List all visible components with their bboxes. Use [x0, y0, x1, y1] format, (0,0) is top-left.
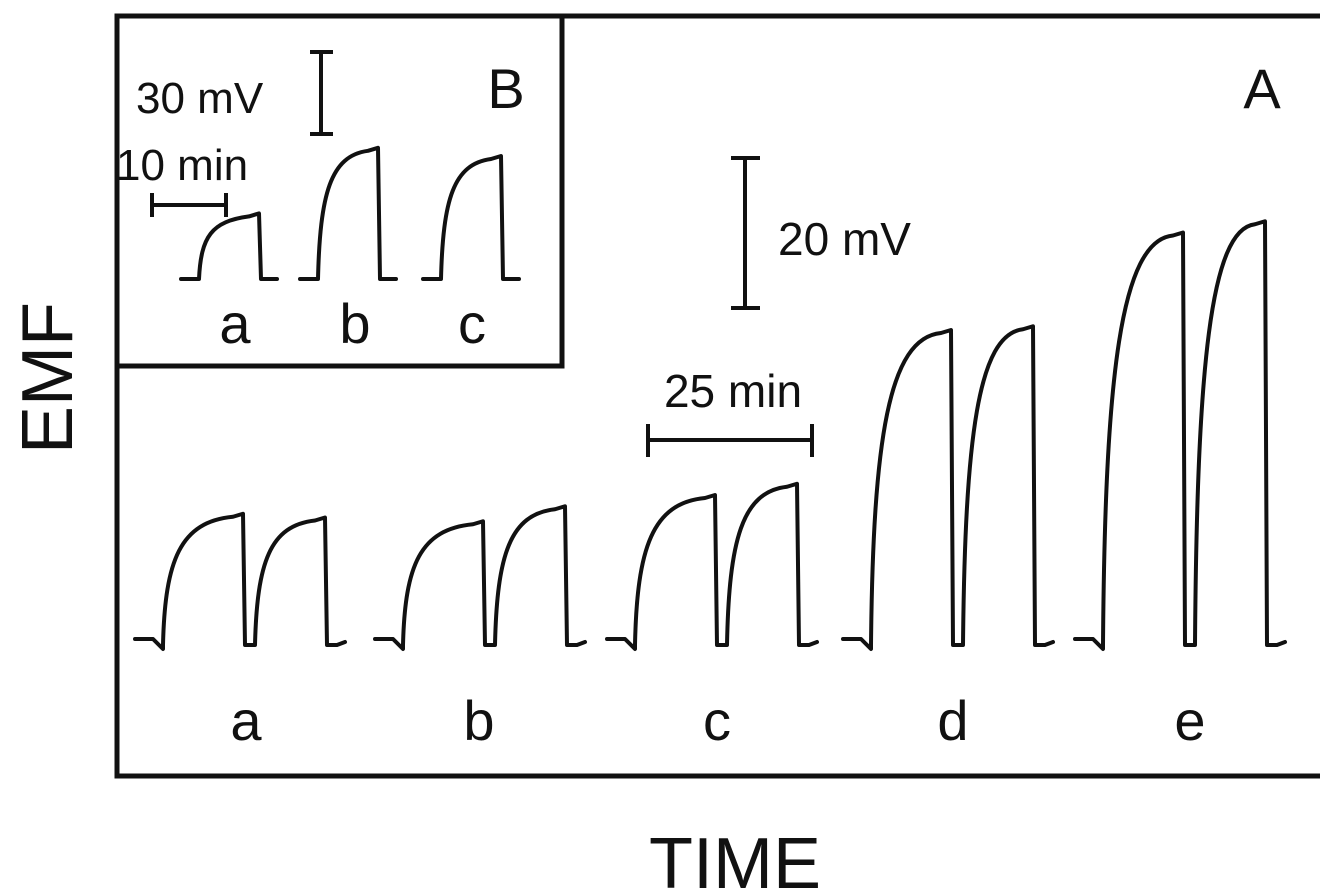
panel-a-emf-scale-bar	[731, 156, 760, 310]
panel-a-trace-d	[841, 324, 1055, 651]
panel-b-frame	[114, 13, 565, 369]
x-axis-label: TIME	[649, 824, 821, 895]
panel-a-emf-scale-label: 20 mV	[778, 213, 911, 265]
panel-a-trace-b	[373, 504, 587, 651]
panel-a-series-label-d: d	[937, 689, 968, 752]
panel-b-emf-scale-label: 30 mV	[136, 74, 264, 123]
panel-a-time-scale-label: 25 min	[664, 365, 802, 417]
panel-b-trace-a	[179, 211, 279, 281]
panel-a-trace-e	[1073, 219, 1287, 651]
panel-b-series-label-c: c	[458, 292, 486, 355]
panel-a-series-label-c: c	[703, 689, 731, 752]
panel-a-series-label-a: a	[230, 689, 262, 752]
panel-b-trace-c	[421, 154, 521, 281]
y-axis-label: EMF	[8, 302, 88, 454]
panel-a-label: A	[1243, 57, 1281, 120]
panel-b-series-label-b: b	[339, 292, 370, 355]
panel-a-trace-a	[133, 511, 347, 651]
panel-b-series-label-a: a	[219, 292, 251, 355]
panel-a-series-label-e: e	[1174, 689, 1205, 752]
panel-b-emf-scale-bar	[310, 50, 333, 136]
panel-a-time-scale-bar	[646, 424, 814, 457]
panel-b-time-scale-label: 10 min	[116, 141, 248, 190]
panel-b-label: B	[487, 57, 524, 120]
panel-a-trace-c	[605, 481, 819, 651]
panel-a-frame	[114, 13, 1320, 779]
panel-b-time-scale-bar	[150, 193, 228, 217]
panel-b-trace-b	[298, 145, 398, 281]
panel-a-series-label-b: b	[463, 689, 494, 752]
